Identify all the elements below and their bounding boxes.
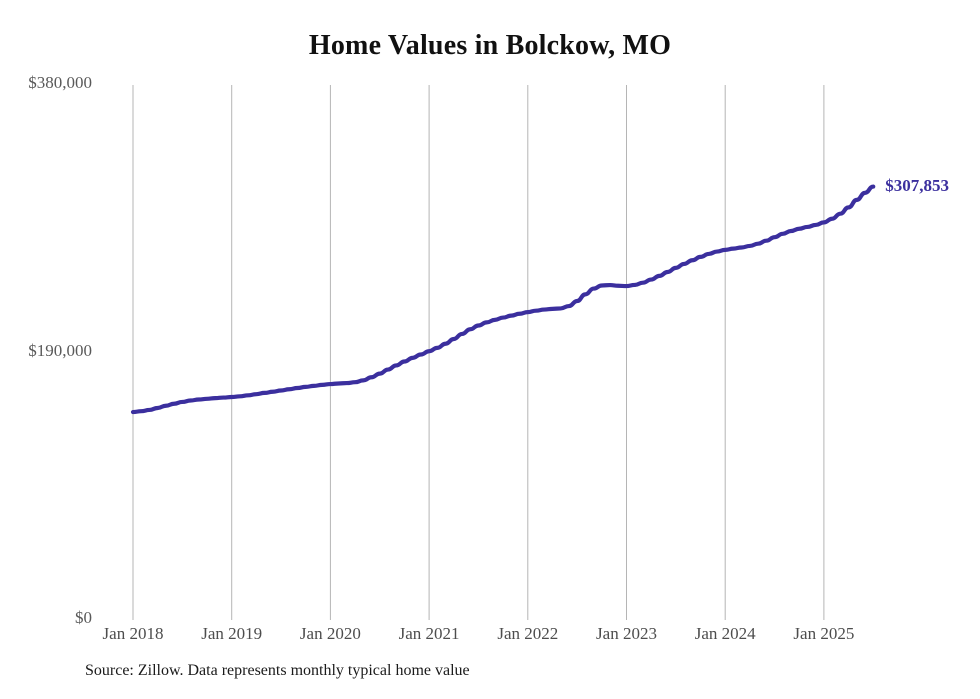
x-axis-tick-label: Jan 2021 [398,624,460,643]
x-axis-tick-label: Jan 2024 [694,624,756,643]
x-axis-tick-label: Jan 2025 [793,624,855,643]
home-value-line [130,184,876,415]
x-axis-tick-label: Jan 2019 [201,624,263,643]
chart-title: Home Values in Bolckow, MO [308,30,672,61]
x-axis-tick-label: Jan 2020 [299,624,361,643]
y-axis-tick-label: $0 [75,608,92,627]
y-axis-tick-label: $380,000 [28,73,92,92]
end-value-annotation: $307,853 [885,175,949,195]
x-axis-tick-label: Jan 2023 [596,624,657,643]
y-axis-tick-label: $190,000 [28,340,92,360]
source-note: Source: Zillow. Data represents monthly … [85,662,470,679]
x-axis-tick-label: Jan 2022 [497,624,559,643]
gridlines [132,85,825,620]
x-axis-tick-label: Jan 2018 [102,624,164,643]
